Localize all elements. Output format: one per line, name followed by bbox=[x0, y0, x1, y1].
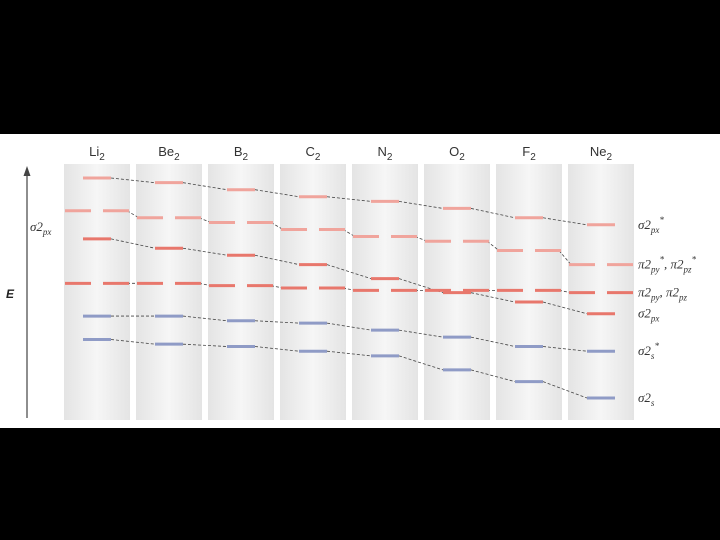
connector-sigma2px-1 bbox=[182, 247, 228, 256]
molecule-columns bbox=[64, 164, 634, 420]
column-be bbox=[136, 164, 202, 420]
connector-sigma2s_star-5 bbox=[470, 336, 516, 347]
connector-sigma2px-3 bbox=[326, 264, 372, 280]
left-sigma2px-label: σ2px bbox=[30, 219, 51, 237]
connector-sigma2px-2 bbox=[254, 254, 300, 265]
mo-diagram-panel: Li2 Be2 B2 C2 N2 O2 F2 Ne2 E σ2px σ2px* π2py*, π… bbox=[0, 134, 720, 428]
molecule-label-n: N2 bbox=[378, 144, 393, 163]
connector-sigma2px_star-4 bbox=[398, 201, 444, 209]
molecule-labels: Li2 Be2 B2 C2 N2 O2 F2 Ne2 bbox=[89, 144, 612, 163]
column-li bbox=[64, 164, 130, 420]
molecule-label-o: O2 bbox=[449, 144, 465, 163]
orbital-row-labels: σ2px* π2py*, π2pz* π2py, π2pz σ2px σ2s* σ2s bbox=[638, 215, 697, 408]
connector-sigma2s_star-4 bbox=[398, 329, 444, 338]
molecule-label-c: C2 bbox=[306, 144, 321, 163]
connector-sigma2s_star-3 bbox=[326, 322, 372, 331]
connector-sigma2px-4 bbox=[398, 278, 444, 294]
row-label-pi2p_star: π2py*, π2pz* bbox=[638, 255, 697, 275]
connector-sigma2px_star-1 bbox=[182, 182, 228, 191]
molecule-label-b: B2 bbox=[234, 144, 249, 163]
connector-pi2p_star-6 bbox=[558, 250, 572, 265]
orbital-levels bbox=[65, 176, 633, 400]
connector-sigma2s-0 bbox=[110, 339, 156, 345]
connector-sigma2px_star-2 bbox=[254, 189, 300, 198]
connector-sigma2s_star-2 bbox=[254, 320, 300, 324]
connector-sigma2s-2 bbox=[254, 346, 300, 352]
molecule-label-f: F2 bbox=[522, 144, 536, 163]
connector-sigma2s_star-6 bbox=[542, 346, 588, 352]
molecule-label-ne: Ne2 bbox=[590, 144, 613, 163]
connector-sigma2s-5 bbox=[470, 369, 516, 383]
connector-sigma2px_star-0 bbox=[110, 177, 156, 184]
connector-sigma2s-1 bbox=[182, 343, 228, 347]
connector-pi2p_star-5 bbox=[486, 240, 500, 251]
connector-sigma2px_star-6 bbox=[542, 217, 588, 226]
connector-sigma2px-5 bbox=[470, 292, 516, 303]
row-label-sigma2s: σ2s bbox=[638, 390, 655, 408]
connector-sigma2s-3 bbox=[326, 350, 372, 357]
connector-sigma2px-0 bbox=[110, 238, 156, 249]
row-label-sigma2px: σ2px bbox=[638, 306, 659, 324]
connector-sigma2s-4 bbox=[398, 355, 444, 371]
energy-axis-arrowhead-icon bbox=[23, 166, 31, 176]
column-b bbox=[208, 164, 274, 420]
connector-sigma2s-6 bbox=[542, 381, 588, 399]
column-c bbox=[280, 164, 346, 420]
row-label-pi2p: π2py, π2pz bbox=[638, 285, 688, 303]
connector-sigma2s_star-1 bbox=[182, 315, 228, 322]
connector-sigma2px-6 bbox=[542, 301, 588, 315]
column-n bbox=[352, 164, 418, 420]
molecule-label-li: Li2 bbox=[89, 144, 105, 163]
column-f bbox=[496, 164, 562, 420]
connector-sigma2px_star-5 bbox=[470, 208, 516, 219]
molecule-label-be: Be2 bbox=[158, 144, 180, 163]
row-label-sigma2s_star: σ2s* bbox=[638, 341, 659, 361]
row-label-sigma2px_star: σ2px* bbox=[638, 215, 664, 235]
mo-energy-diagram: Li2 Be2 B2 C2 N2 O2 F2 Ne2 E σ2px σ2px* π2py*, π… bbox=[6, 144, 697, 420]
energy-axis-label: E bbox=[6, 287, 15, 301]
connector-sigma2px_star-3 bbox=[326, 196, 372, 202]
